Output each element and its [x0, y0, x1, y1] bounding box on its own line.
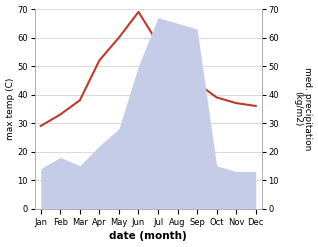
Y-axis label: max temp (C): max temp (C)	[5, 78, 15, 140]
X-axis label: date (month): date (month)	[109, 231, 187, 242]
Y-axis label: med. precipitation
(kg/m2): med. precipitation (kg/m2)	[293, 67, 313, 150]
